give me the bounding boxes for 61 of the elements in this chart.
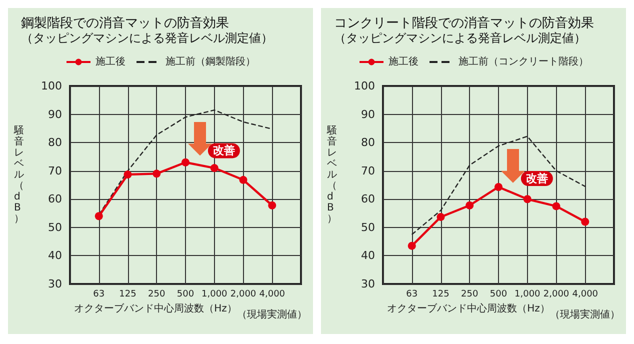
point	[210, 164, 218, 172]
x-tick-label: 500	[490, 290, 508, 300]
point	[268, 201, 276, 210]
legend-label: 施工前（コンクリート階段）	[458, 56, 588, 68]
x-tick-label: 2,000	[543, 290, 570, 300]
text: 騒音レベル（dB）	[327, 126, 337, 225]
text: （現場実測値）	[237, 308, 307, 320]
x-tick-label: 2,000	[230, 290, 256, 300]
line-series	[411, 136, 586, 236]
chart-title: 鋼製階段での消音マットの防音効果	[21, 16, 229, 31]
x-tick-label: 500	[176, 290, 194, 300]
y-tick-label: 40	[48, 249, 62, 262]
chart-subtitle: （タッピングマシンによる発音レベル測定値）	[334, 31, 586, 45]
x-tick-label: 4,000	[572, 290, 598, 300]
x-tick-label: 63	[406, 290, 418, 300]
y-tick-label: 50	[48, 220, 62, 234]
annotation: 改善	[526, 172, 548, 186]
point	[494, 182, 502, 191]
y-tick-label: 70	[48, 164, 62, 178]
x-tick-label: 250	[461, 290, 478, 300]
point	[581, 218, 590, 226]
x-tick-label: 125	[119, 290, 136, 300]
y-tick-label: 80	[361, 136, 375, 150]
y-tick-label: 30	[48, 278, 62, 290]
point	[124, 170, 132, 179]
x-tick-label: 250	[148, 290, 166, 300]
y-tick-label: 60	[361, 192, 375, 206]
x-tick-label: 1,000	[514, 290, 541, 300]
point	[239, 176, 248, 184]
x-tick-label: 4,000	[259, 290, 286, 300]
y-tick-label: 80	[48, 136, 62, 150]
text: 騒音レベル（dB）	[14, 126, 24, 225]
chart-title: コンクリート階段での消音マットの防音効果	[334, 16, 594, 31]
y-tick-label: 90	[48, 108, 62, 121]
x-tick-label: 1,000	[201, 290, 228, 300]
legend-label: 施工後	[96, 56, 126, 68]
point	[152, 170, 161, 178]
legend-label: 施工前（鋼製階段）	[166, 56, 256, 68]
x-axis-title: オクターブバンド中心周波数（Hz）	[74, 302, 237, 314]
y-tick-label: 100	[41, 80, 62, 92]
y-tick-label: 40	[361, 249, 375, 262]
point	[436, 212, 445, 221]
x-axis-title: オクターブバンド中心周波数（Hz）	[387, 302, 550, 314]
y-tick-label: 70	[361, 164, 375, 178]
point	[552, 202, 560, 210]
annotation: 改善	[212, 144, 235, 158]
y-tick-label: 60	[48, 192, 62, 206]
chart-subtitle: （タッピングマシンによる発音レベル測定値）	[21, 31, 273, 45]
point	[94, 212, 103, 220]
y-tick-label: 90	[361, 108, 375, 121]
y-tick-label: 30	[361, 278, 375, 290]
legend-label: 施工後	[388, 56, 418, 68]
point	[408, 242, 416, 250]
x-tick-label: 63	[93, 290, 105, 300]
x-tick-label: 125	[432, 290, 450, 300]
point	[182, 158, 190, 166]
point	[523, 195, 532, 204]
y-tick-label: 100	[354, 80, 375, 92]
point	[466, 201, 474, 210]
y-tick-label: 50	[361, 220, 375, 234]
text: （現場実測値）	[550, 308, 620, 320]
